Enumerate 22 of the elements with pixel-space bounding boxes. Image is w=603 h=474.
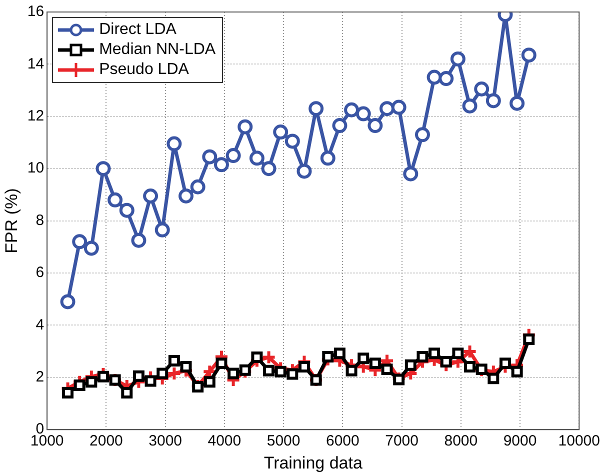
- y-tick-label: 10: [27, 160, 44, 177]
- y-tick-label: 6: [36, 264, 44, 282]
- legend-label: Median NN-LDA: [99, 40, 216, 60]
- y-tick-label: 12: [27, 108, 44, 125]
- x-tick-label: 10000: [558, 432, 600, 450]
- x-tick-label: 5000: [266, 432, 300, 450]
- x-tick-label: 7000: [385, 432, 418, 450]
- y-tick-label: 16: [27, 3, 44, 20]
- x-tick-label: 3000: [148, 432, 182, 450]
- legend-label: Pseudo LDA: [99, 60, 189, 80]
- x-tick-label: 2000: [90, 432, 123, 450]
- x-tick-label: 8000: [444, 432, 478, 450]
- y-axis-title: FPR (%): [2, 188, 21, 254]
- legend-label: Direct LDA: [99, 20, 176, 40]
- y-tick-label: 4: [36, 316, 44, 334]
- y-tick-label: 2: [36, 368, 44, 386]
- x-tick-label: 4000: [208, 432, 242, 450]
- y-tick-label: 8: [36, 212, 44, 229]
- x-axis-title: Training data: [264, 453, 363, 472]
- x-tick-label: 6000: [326, 432, 360, 450]
- x-tick-label: 9000: [503, 432, 537, 450]
- y-tick-label: 14: [27, 55, 44, 72]
